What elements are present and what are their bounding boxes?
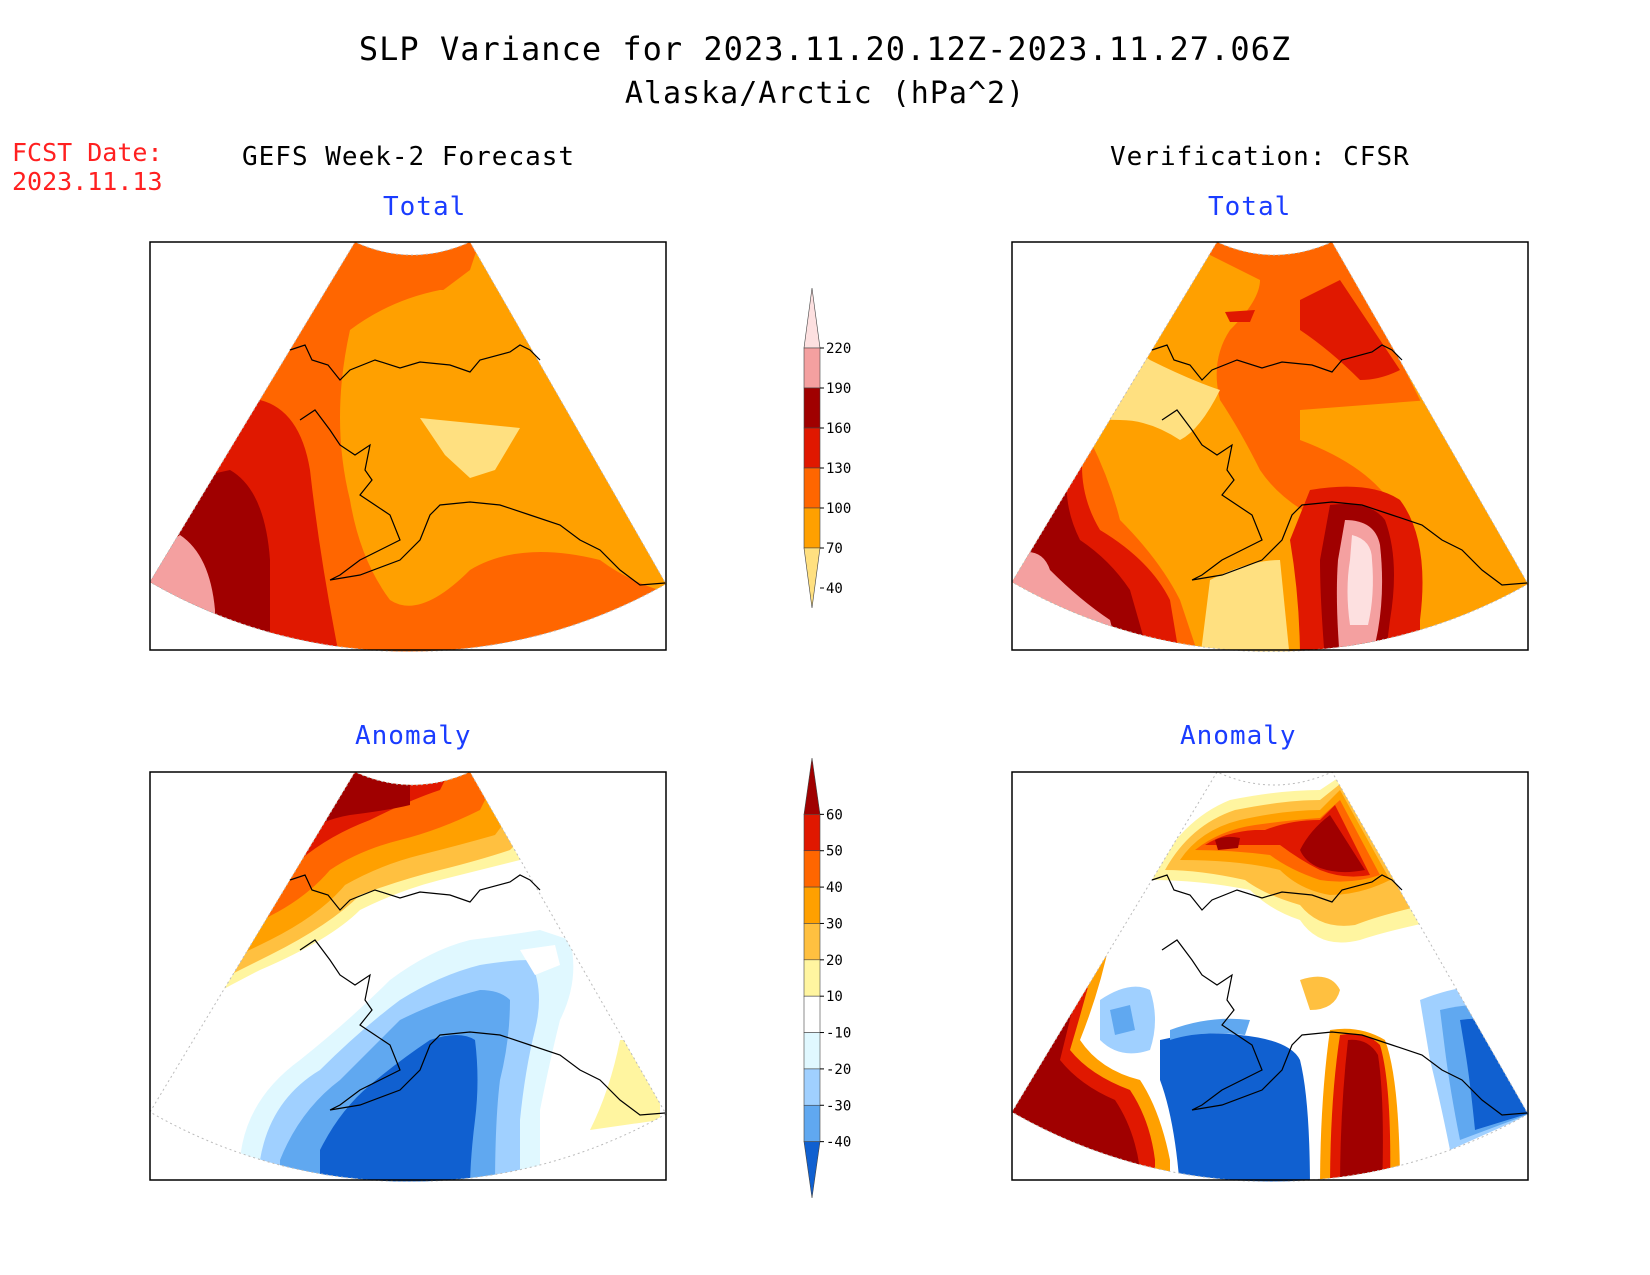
panel-label-forecast-anomaly: Anomaly <box>355 721 472 751</box>
total-colorbar-tick-label: 70 <box>826 541 843 557</box>
anomaly-colorbar-tick-label: -10 <box>826 1026 851 1042</box>
anomaly-colorbar-tick-label: -30 <box>826 1098 851 1114</box>
total-colorbar-swatch <box>803 387 821 429</box>
anomaly-colorbar-swatch <box>803 814 821 852</box>
anomaly-colorbar-tick-label: 40 <box>826 880 843 896</box>
total-colorbar-swatch <box>803 547 821 609</box>
total-colorbar-swatch <box>803 507 821 549</box>
anomaly-colorbar-swatch <box>803 995 821 1033</box>
forecast-anomaly-map <box>149 771 667 1182</box>
anomaly-colorbar-swatch <box>803 1032 821 1070</box>
anomaly-colorbar-swatch <box>803 1141 821 1199</box>
anomaly-colorbar-swatch <box>803 923 821 961</box>
total-colorbar-tick-label: 100 <box>826 501 851 517</box>
anomaly-colorbar-tick-label: 60 <box>826 807 843 823</box>
total-colorbar-swatch <box>803 287 821 349</box>
forecast-column-title: GEFS Week-2 Forecast <box>242 142 576 172</box>
total-colorbar-tick-label: 130 <box>826 461 851 477</box>
anomaly-colorbar-tick-label: -20 <box>826 1062 851 1078</box>
anomaly-colorbar-tick-label: 50 <box>826 844 843 860</box>
panel-label-verification-anomaly: Anomaly <box>1180 721 1297 751</box>
anomaly-colorbar-tick-label: 10 <box>826 989 843 1005</box>
forecast-total-map <box>149 241 667 652</box>
fcst-date-label: FCST Date: <box>12 138 163 167</box>
anomaly-colorbar-swatch <box>803 757 821 815</box>
panel-label-forecast-total: Total <box>383 192 467 222</box>
verification-column-title: Verification: CFSR <box>1110 142 1410 172</box>
anomaly-colorbar-swatch <box>803 886 821 924</box>
total-colorbar-swatch <box>803 347 821 389</box>
anomaly-colorbar-swatch <box>803 959 821 997</box>
anomaly-colorbar-tick-label: -40 <box>826 1135 851 1151</box>
total-colorbar-swatch <box>803 467 821 509</box>
total-colorbar-tick-label: 40 <box>826 581 843 597</box>
total-colorbar: 220 190 160 130 100 70 40 <box>803 287 851 609</box>
anomaly-colorbar-swatch <box>803 850 821 888</box>
total-colorbar-swatch <box>803 427 821 469</box>
anomaly-colorbar: 60 50 40 30 20 10 -10 -20 -30 -40 <box>803 757 851 1199</box>
total-colorbar-tick-label: 160 <box>826 421 851 437</box>
fcst-date-value: 2023.11.13 <box>12 167 163 196</box>
verification-total-map <box>1011 241 1529 652</box>
total-colorbar-tick-label: 220 <box>826 341 851 357</box>
total-colorbar-tick-label: 190 <box>826 381 851 397</box>
sub-title: Alaska/Arctic (hPa^2) <box>624 76 1026 111</box>
panel-label-verification-total: Total <box>1208 192 1292 222</box>
anomaly-colorbar-swatch <box>803 1104 821 1142</box>
anomaly-colorbar-tick-label: 30 <box>826 916 843 932</box>
anomaly-colorbar-tick-label: 20 <box>826 953 843 969</box>
anomaly-colorbar-swatch <box>803 1068 821 1106</box>
main-title: SLP Variance for 2023.11.20.12Z-2023.11.… <box>358 30 1292 68</box>
verification-anomaly-map <box>1011 771 1529 1182</box>
fcst-date-block: FCST Date: 2023.11.13 <box>12 138 163 196</box>
